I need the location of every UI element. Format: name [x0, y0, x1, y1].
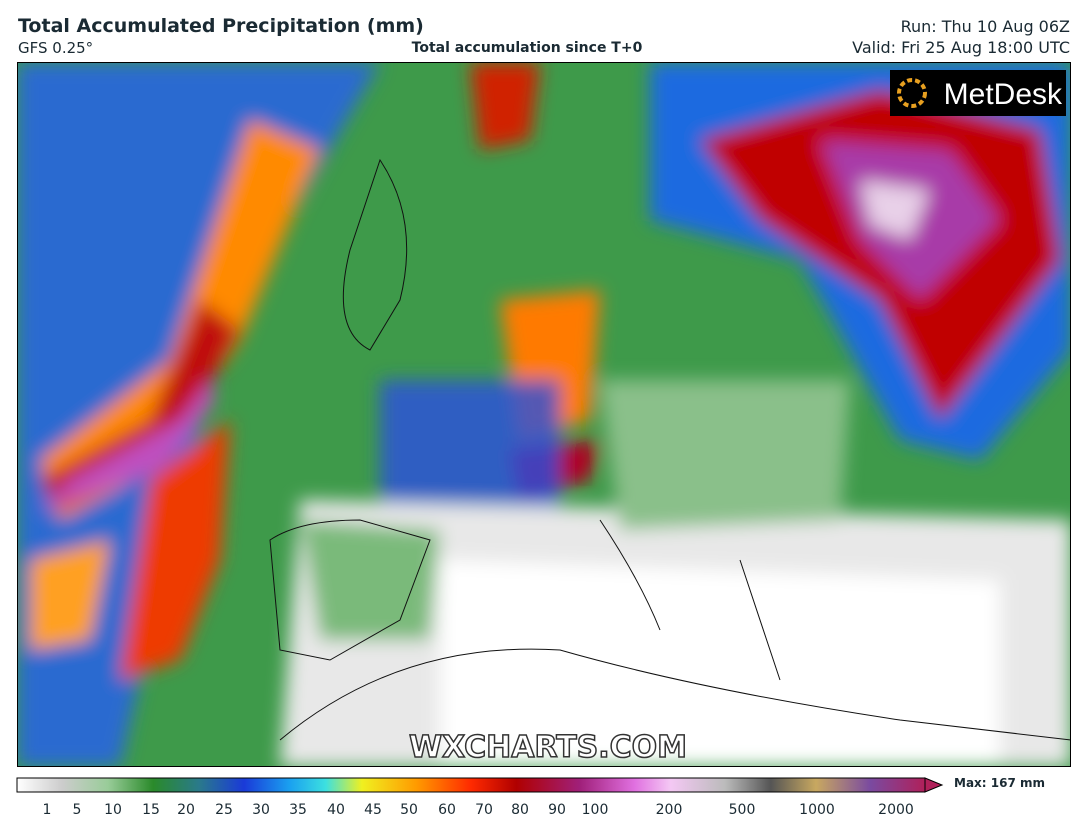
colorbar-label: 10	[104, 802, 122, 818]
colorbar-label: 1	[43, 802, 52, 818]
colorbar-label: 1000	[799, 802, 835, 818]
colorbar-label: 25	[215, 802, 233, 818]
map	[17, 62, 1071, 767]
watermark: WXCHARTS.COM	[409, 730, 687, 765]
max-label: Max: 167 mm	[954, 776, 1045, 790]
colorbar-label: 80	[511, 802, 529, 818]
model: GFS 0.25°	[18, 39, 93, 57]
logo-box	[890, 70, 1066, 116]
colorbar-label: 2000	[878, 802, 914, 818]
logo: MetDesk	[944, 78, 1063, 111]
colorbar-label: 200	[656, 802, 683, 818]
colorbar	[16, 777, 926, 793]
colorbar-extend	[924, 777, 944, 793]
colorbar-label: 5	[73, 802, 82, 818]
colorbar-label: 100	[582, 802, 609, 818]
run: Run: Thu 10 Aug 06Z	[901, 17, 1070, 36]
colorbar-label: 500	[729, 802, 756, 818]
colorbar-label: 35	[289, 802, 307, 818]
colorbar-label: 40	[327, 802, 345, 818]
colorbar-label: 70	[475, 802, 493, 818]
colorbar-label: 30	[252, 802, 270, 818]
valid: Valid: Fri 25 Aug 18:00 UTC	[852, 38, 1070, 57]
colorbar-label: 15	[142, 802, 160, 818]
colorbar-label: 90	[548, 802, 566, 818]
colorbar-label: 60	[438, 802, 456, 818]
subtitle: Total accumulation since T+0	[412, 40, 643, 56]
title: Total Accumulated Precipitation (mm)	[18, 15, 424, 37]
colorbar-label: 45	[364, 802, 382, 818]
logo-icon	[897, 78, 927, 108]
colorbar-label: 20	[177, 802, 195, 818]
colorbar-label: 50	[400, 802, 418, 818]
colorbar-labels: 1 5 10 15 20 25 30 35 40 45 50 60 70 80 90 100 200 500 100…	[43, 802, 914, 818]
